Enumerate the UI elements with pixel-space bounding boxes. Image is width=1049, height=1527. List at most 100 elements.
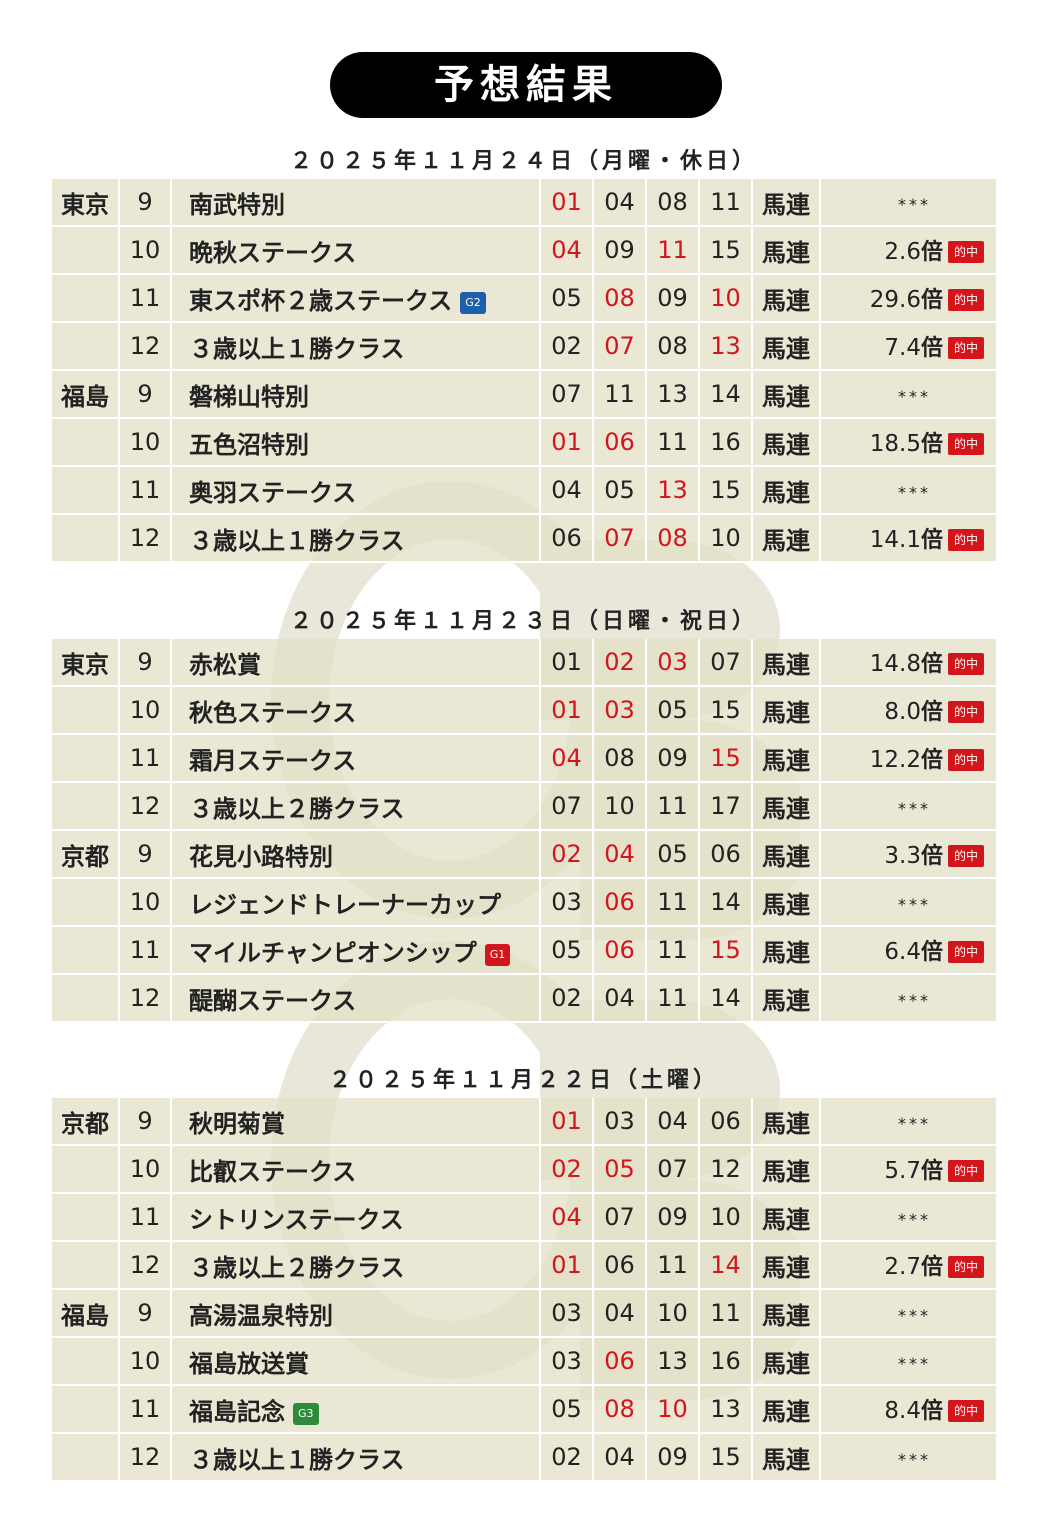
horse-number: 09 (647, 1434, 700, 1482)
payout-odds: 29.6 (869, 287, 921, 313)
result-cell: 14.8倍 的中 (821, 639, 996, 687)
odds-suffix: 倍 (920, 1158, 943, 1184)
table-row: 10 福島放送賞 03 06 13 16 馬連 *** (52, 1338, 996, 1386)
horse-number: 13 (700, 1386, 753, 1434)
result-cell: 29.6倍 的中 (821, 275, 996, 323)
horse-number-hit: 01 (541, 419, 594, 467)
horse-number: 11 (647, 419, 700, 467)
bet-type: 馬連 (753, 1434, 821, 1482)
horse-number-hit: 03 (647, 639, 700, 687)
horse-number-hit: 13 (647, 467, 700, 515)
race-name-cell: 福島放送賞 (172, 1338, 541, 1386)
odds-suffix: 倍 (920, 651, 943, 677)
horse-number-hit: 06 (594, 927, 647, 975)
odds-suffix: 倍 (920, 1398, 943, 1424)
hit-badge: 的中 (947, 845, 984, 867)
hit-badge: 的中 (947, 1256, 984, 1278)
result-cell: *** (821, 1194, 996, 1242)
horse-number: 10 (700, 1194, 753, 1242)
race-number: 10 (120, 227, 172, 275)
horse-number: 09 (647, 735, 700, 783)
horse-number-hit: 01 (541, 179, 594, 227)
venue-cell (52, 1146, 120, 1194)
horse-number: 07 (594, 1194, 647, 1242)
hit-badge: 的中 (947, 653, 984, 675)
odds-suffix: 倍 (920, 1254, 943, 1280)
table-row: 東京 9 南武特別 01 04 08 11 馬連 *** (52, 179, 996, 227)
results-table: 京都 9 秋明菊賞 01 03 04 06 馬連 *** 10 比叡ステークス 02 05 07 12 馬連 5… (52, 1098, 996, 1482)
horse-number: 11 (700, 1290, 753, 1338)
horse-number: 14 (700, 975, 753, 1023)
race-number: 9 (120, 1290, 172, 1338)
venue-cell (52, 227, 120, 275)
table-row: 10 秋色ステークス 01 03 05 15 馬連 8.0倍 的中 (52, 687, 996, 735)
table-row: 福島 9 磐梯山特別 07 11 13 14 馬連 *** (52, 371, 996, 419)
odds-suffix: 倍 (920, 239, 943, 265)
race-number: 10 (120, 1146, 172, 1194)
horse-number-hit: 04 (541, 1194, 594, 1242)
venue-cell (52, 515, 120, 563)
horse-number-hit: 06 (594, 419, 647, 467)
race-name-cell: ３歳以上１勝クラス (172, 1434, 541, 1482)
horse-number: 10 (594, 783, 647, 831)
race-number: 10 (120, 1338, 172, 1386)
payout-odds: 8.0 (884, 699, 921, 725)
bet-type: 馬連 (753, 227, 821, 275)
venue-cell (52, 687, 120, 735)
venue-cell: 福島 (52, 371, 120, 419)
race-name: 福島記念 (189, 1396, 285, 1426)
race-name: ３歳以上１勝クラス (189, 333, 405, 363)
result-cell: *** (821, 179, 996, 227)
race-number: 12 (120, 1242, 172, 1290)
horse-number-hit: 05 (594, 1146, 647, 1194)
no-hit-mark: *** (898, 1354, 931, 1373)
horse-number: 11 (647, 879, 700, 927)
results-table: 東京 9 南武特別 01 04 08 11 馬連 *** 10 晩秋ステークス 04 09 11 15 馬連 2… (52, 179, 996, 563)
horse-number-hit: 06 (594, 1338, 647, 1386)
no-hit-mark: *** (898, 387, 931, 406)
horse-number-hit: 15 (700, 927, 753, 975)
payout-odds: 2.6 (884, 239, 921, 265)
table-row: 京都 9 秋明菊賞 01 03 04 06 馬連 *** (52, 1098, 996, 1146)
horse-number: 05 (647, 831, 700, 879)
race-name-cell: 秋明菊賞 (172, 1098, 541, 1146)
bet-type: 馬連 (753, 515, 821, 563)
table-row: 12 ３歳以上１勝クラス 06 07 08 10 馬連 14.1倍 的中 (52, 515, 996, 563)
result-cell: 18.5倍 的中 (821, 419, 996, 467)
bet-type: 馬連 (753, 1338, 821, 1386)
hit-badge: 的中 (947, 289, 984, 311)
horse-number: 11 (647, 1242, 700, 1290)
bet-type: 馬連 (753, 1290, 821, 1338)
payout-odds: 2.7 (884, 1254, 921, 1280)
race-name-cell: 東スポ杯２歳ステークス G2 (172, 275, 541, 323)
no-hit-mark: *** (898, 991, 931, 1010)
payout-odds: 14.1 (869, 527, 921, 553)
race-number: 9 (120, 1098, 172, 1146)
table-row: 11 東スポ杯２歳ステークス G2 05 08 09 10 馬連 29.6倍 的中 (52, 275, 996, 323)
day-section: ２０２５年１１月２４日（月曜・休日） 東京 9 南武特別 01 04 08 11 馬連 *** 10… (52, 143, 996, 563)
horse-number-hit: 15 (700, 735, 753, 783)
day-section: ２０２５年１１月２２日（土曜） 京都 9 秋明菊賞 01 03 04 06 馬連 *** 10 比叡ス… (52, 1062, 996, 1482)
bet-type: 馬連 (753, 179, 821, 227)
horse-number: 04 (541, 467, 594, 515)
race-number: 11 (120, 1194, 172, 1242)
horse-number-hit: 07 (594, 323, 647, 371)
horse-number: 04 (594, 975, 647, 1023)
horse-number-hit: 10 (700, 275, 753, 323)
bet-type: 馬連 (753, 371, 821, 419)
horse-number: 16 (700, 419, 753, 467)
horse-number-hit: 02 (541, 1146, 594, 1194)
result-cell: 6.4倍 的中 (821, 927, 996, 975)
race-number: 12 (120, 783, 172, 831)
race-name: 赤松賞 (189, 649, 261, 679)
bet-type: 馬連 (753, 783, 821, 831)
result-cell: 2.6倍 的中 (821, 227, 996, 275)
horse-number: 15 (700, 227, 753, 275)
horse-number: 07 (647, 1146, 700, 1194)
horse-number-hit: 13 (700, 323, 753, 371)
horse-number-hit: 02 (594, 639, 647, 687)
horse-number-hit: 02 (541, 831, 594, 879)
race-number: 10 (120, 687, 172, 735)
race-name-cell: 霜月ステークス (172, 735, 541, 783)
horse-number-hit: 01 (541, 687, 594, 735)
